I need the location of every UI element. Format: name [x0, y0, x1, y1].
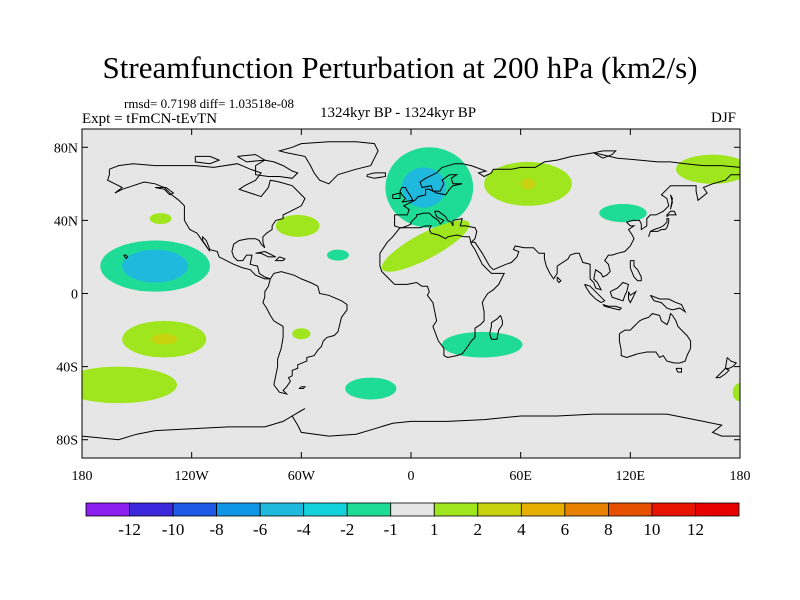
colorbar-box — [259, 502, 305, 517]
coastline-27 — [274, 256, 286, 262]
x-tick-label: 60E — [509, 469, 532, 484]
anomaly-14 — [381, 220, 470, 272]
anomaly-10 — [676, 154, 740, 184]
coastline-22 — [628, 290, 638, 304]
anomaly-12 — [151, 333, 178, 345]
coastline-9 — [714, 367, 730, 379]
period-label: 1324kyr BP - 1324kyr BP — [320, 105, 477, 121]
colorbar-label: 10 — [643, 520, 660, 539]
coastline-1 — [262, 271, 348, 395]
coastline-7 — [675, 367, 682, 373]
colorbar-label: -4 — [297, 520, 312, 539]
coastline-20 — [602, 304, 623, 311]
anomaly-7 — [326, 249, 349, 261]
coastline-13 — [277, 141, 379, 185]
anomaly-13 — [82, 366, 178, 404]
colorbar-box — [303, 502, 348, 517]
coastline-5 — [489, 315, 503, 340]
x-tick-label: 60W — [288, 469, 316, 484]
anomaly-9 — [520, 178, 536, 190]
coastline-33 — [298, 386, 307, 389]
colorbar-label: -6 — [253, 520, 267, 539]
y-tick-label: 0 — [71, 288, 78, 303]
colorbar-box — [390, 502, 435, 517]
x-tick-label: 180 — [72, 469, 93, 484]
colorbar-label: -8 — [210, 520, 224, 539]
colorbar-label: -12 — [118, 520, 141, 539]
colorbar-box — [651, 502, 696, 517]
coastline-23 — [649, 294, 687, 314]
coastline-30 — [592, 150, 617, 159]
coastline-24 — [629, 260, 642, 282]
x-tick-label: 180 — [730, 469, 751, 484]
coastline-14 — [255, 159, 299, 179]
anomaly-15 — [275, 214, 320, 237]
colorbar-label: 6 — [561, 520, 570, 539]
colorbar-box — [433, 502, 479, 517]
anomaly-6 — [345, 377, 397, 400]
colorbar-label: 4 — [517, 520, 526, 539]
anomaly-5 — [442, 331, 523, 358]
colorbar-box — [564, 502, 609, 517]
colorbar-box — [172, 502, 217, 517]
colorbar-label: -1 — [384, 520, 398, 539]
coastline-26 — [255, 251, 276, 258]
chart-title: Streamfunction Perturbation at 200 hPa (… — [102, 50, 698, 85]
coastline-6 — [618, 312, 692, 364]
coastline-31 — [670, 194, 673, 210]
coastline-17 — [648, 218, 670, 237]
coastline-29 — [155, 187, 175, 196]
coastline-3 — [400, 174, 740, 291]
colorbar-box — [695, 502, 740, 517]
y-tick-label: 40S — [56, 361, 78, 376]
coastline-layer — [82, 141, 740, 441]
colorbar-box — [477, 502, 522, 517]
colorbar-label: 8 — [604, 520, 613, 539]
axis-layer: 180 120W 60W 0 60E 120E 180 80N 40N 0 40S 80S — [54, 129, 751, 484]
colorbar-box — [85, 502, 130, 517]
coastline-15 — [237, 154, 267, 163]
colorbar-label: -10 — [162, 520, 185, 539]
coastline-4 — [379, 225, 506, 359]
anomaly-18 — [732, 383, 740, 402]
coastline-16 — [194, 155, 221, 165]
coastline-21 — [609, 281, 630, 302]
coastline-0 — [106, 163, 306, 280]
anomaly-16 — [149, 213, 172, 225]
coastline-12 — [366, 172, 386, 179]
coastline-18 — [666, 210, 677, 218]
colorbar-box — [608, 502, 653, 517]
coastline-32 — [123, 254, 129, 260]
colorbar-label: 1 — [430, 520, 439, 539]
colorbar-box — [346, 502, 392, 517]
colorbar-box — [216, 502, 261, 517]
coastline-2 — [394, 152, 740, 229]
x-tick-label: 120W — [175, 469, 210, 484]
colorbar: -12 -10 -8 -6 -4 -2 -1 1 2 4 6 8 10 12 — [85, 502, 740, 539]
y-tick-label: 40N — [54, 214, 78, 229]
x-tick-label: 0 — [408, 469, 415, 484]
anomaly-1 — [122, 249, 189, 283]
experiment-label: Expt = tFmCN-tEvTN — [82, 111, 218, 127]
y-tick-label: 80S — [56, 434, 78, 449]
anomaly-4 — [599, 203, 647, 223]
anomaly-17 — [292, 328, 311, 340]
anomaly-layer — [82, 147, 740, 404]
y-tick-label: 80N — [54, 141, 78, 156]
colorbar-label: -2 — [340, 520, 354, 539]
stats-line: rmsd= 0.7198 diff= 1.03518e-08 — [124, 96, 295, 111]
x-tick-label: 120E — [616, 469, 646, 484]
colorbar-box — [520, 502, 566, 517]
season-label: DJF — [711, 110, 737, 126]
coastline-10 — [399, 187, 414, 203]
coastline-25 — [556, 276, 562, 284]
colorbar-box — [129, 502, 174, 517]
colorbar-label: 12 — [687, 520, 704, 539]
coastline-11 — [392, 192, 401, 199]
coastline-19 — [584, 283, 606, 304]
coastline-28 — [82, 408, 740, 441]
colorbar-label: 2 — [474, 520, 483, 539]
